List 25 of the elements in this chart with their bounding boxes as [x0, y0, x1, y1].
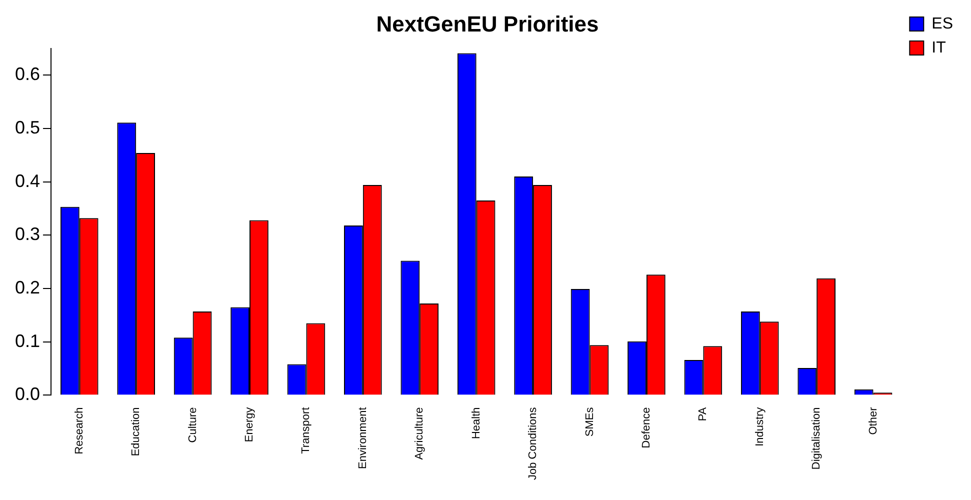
- y-tick-label: 0.4: [14, 170, 40, 191]
- x-tick-label: Research: [73, 407, 86, 454]
- y-tick-label: 0.3: [14, 224, 40, 244]
- x-tick-label: Health: [470, 407, 482, 440]
- y-tick-label: 0.2: [14, 277, 40, 298]
- x-tick-label: Education: [130, 407, 142, 456]
- x-tick-label: Environment: [356, 407, 369, 469]
- x-tick-label: Defence: [640, 407, 652, 448]
- x-tick-label: Other: [867, 406, 880, 435]
- y-tick-label: 0.0: [14, 384, 40, 404]
- x-tick-label: Job Conditions: [527, 406, 540, 480]
- y-tick-label: 0.5: [14, 117, 40, 138]
- legend-label: IT: [932, 39, 946, 56]
- x-tick-label: Culture: [186, 407, 199, 443]
- y-tick-label: 0.6: [14, 64, 40, 84]
- x-tick-label: Industry: [754, 406, 766, 446]
- x-tick-label: SMEs: [584, 406, 596, 437]
- y-tick-label: 0.1: [14, 330, 40, 351]
- x-tick-label: Transport: [300, 407, 312, 454]
- chart-title: NextGenEU Priorities: [376, 11, 599, 36]
- x-tick-label: PA: [697, 406, 710, 422]
- x-tick-label: Digitalisation: [810, 407, 823, 470]
- x-tick-label: Agriculture: [414, 407, 426, 460]
- x-tick-label: Energy: [244, 406, 256, 442]
- legend-label: ES: [932, 15, 953, 32]
